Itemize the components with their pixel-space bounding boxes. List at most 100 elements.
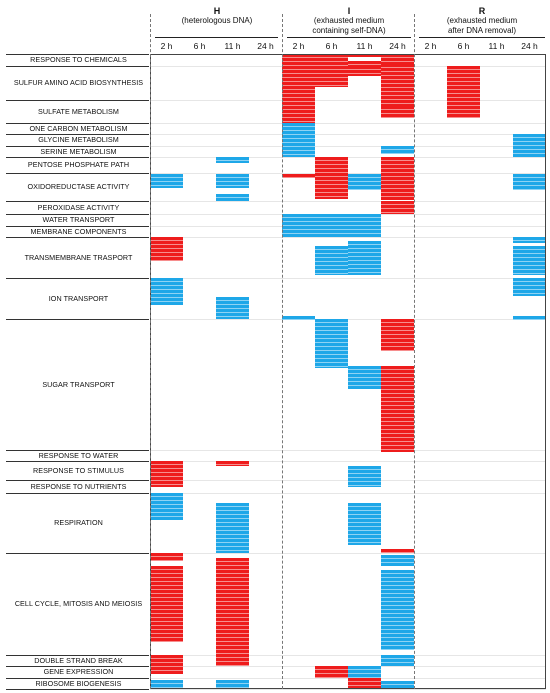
upregulated-cell (381, 319, 414, 351)
downregulated-cell (513, 174, 546, 190)
grid-row-line (150, 553, 546, 554)
category-label: SULFATE METABOLISM (38, 107, 119, 116)
upregulated-cell (381, 549, 414, 553)
row-separator (6, 66, 149, 67)
category-label: RESPONSE TO CHEMICALS (30, 55, 127, 64)
row-separator (6, 461, 149, 462)
time-label: 11 h (224, 41, 241, 51)
group-name: H (213, 6, 221, 16)
upregulated-cell (282, 174, 315, 178)
upregulated-cell (348, 66, 381, 76)
downregulated-cell (216, 680, 249, 689)
grid-row-line (150, 237, 546, 238)
time-label: 2 h (292, 41, 305, 51)
downregulated-cell (513, 237, 546, 243)
row-separator (6, 226, 149, 227)
upregulated-cell (216, 461, 249, 466)
downregulated-cell (216, 297, 249, 319)
group-description: (heterologous DNA) (181, 16, 253, 25)
category-label: PENTOSE PHOSPHATE PATH (27, 160, 130, 169)
downregulated-cell (348, 214, 381, 237)
row-separator (6, 553, 149, 554)
grid-frame (150, 54, 546, 689)
group-name: I (347, 6, 351, 16)
category-label: RIBOSOME BIOGENESIS (35, 679, 122, 688)
upregulated-cell (150, 655, 183, 674)
group-description: after DNA removal) (447, 26, 517, 35)
time-label: 6 h (457, 41, 470, 51)
row-separator (6, 689, 149, 690)
grid-row-line (150, 134, 546, 135)
group-underline (287, 37, 411, 38)
upregulated-cell (447, 66, 480, 118)
group-header-H: H (heterologous DNA) (152, 6, 282, 26)
time-label: 6 h (193, 41, 206, 51)
grid-row-line (150, 319, 546, 320)
grid-row-line (150, 450, 546, 451)
grid-row-line (150, 655, 546, 656)
downregulated-cell (513, 316, 546, 320)
group-description: containing self-DNA) (312, 26, 386, 35)
upregulated-cell (315, 666, 348, 678)
grid-row-line (150, 201, 546, 202)
upregulated-cell (216, 558, 249, 666)
group-separator (150, 14, 151, 689)
category-label: ION TRANSPORT (48, 294, 109, 303)
group-name: R (478, 6, 486, 16)
category-label: TRANSMEMBRANE TRASPORT (24, 253, 133, 262)
downregulated-cell (315, 319, 348, 368)
downregulated-cell (216, 174, 249, 188)
upregulated-cell (315, 54, 348, 66)
row-separator (6, 480, 149, 481)
downregulated-cell (150, 278, 183, 305)
grid-row-line (150, 123, 546, 124)
grid-row-line (150, 278, 546, 279)
group-separator (414, 14, 415, 689)
group-description: (exhausted medium (446, 16, 518, 25)
row-separator (6, 278, 149, 279)
category-label: GENE EXPRESSION (43, 667, 114, 676)
category-label: OXIDOREDUCTASE ACTIVITY (27, 182, 130, 191)
row-separator (6, 201, 149, 202)
row-separator (6, 678, 149, 679)
group-description: (exhausted medium (313, 16, 385, 25)
grid-row-line (150, 493, 546, 494)
category-label: ONE CARBON METABOLISM (29, 124, 128, 133)
upregulated-cell (150, 553, 183, 561)
group-header-I: I (exhausted medium containing self-DNA) (284, 6, 414, 36)
upregulated-cell (381, 201, 414, 214)
downregulated-cell (282, 316, 315, 320)
group-header-R: R (exhausted medium after DNA removal) (416, 6, 548, 36)
downregulated-cell (381, 681, 414, 689)
downregulated-cell (282, 214, 315, 237)
category-label: RESPIRATION (54, 518, 103, 527)
row-separator (6, 214, 149, 215)
group-underline (155, 37, 278, 38)
group-separator (282, 14, 283, 689)
downregulated-cell (315, 246, 348, 275)
downregulated-cell (216, 157, 249, 163)
row-separator (6, 134, 149, 135)
upregulated-cell (381, 366, 414, 452)
category-label: RESPONSE TO NUTRIENTS (30, 482, 127, 491)
downregulated-cell (381, 655, 414, 666)
time-label: 24 h (521, 41, 538, 51)
time-label: 24 h (257, 41, 274, 51)
downregulated-cell (348, 503, 381, 545)
category-label: WATER TRANSPORT (42, 215, 115, 224)
row-separator (6, 666, 149, 667)
grid-row-line (150, 157, 546, 158)
downregulated-cell (348, 666, 381, 678)
upregulated-cell (348, 678, 381, 689)
time-label: 6 h (325, 41, 338, 51)
group-underline (419, 37, 545, 38)
downregulated-cell (150, 493, 183, 520)
row-separator (6, 146, 149, 147)
downregulated-cell (216, 503, 249, 553)
downregulated-cell (150, 680, 183, 689)
downregulated-cell (348, 466, 381, 487)
downregulated-cell (348, 174, 381, 190)
category-label: PEROXIDASE ACTIVITY (37, 203, 120, 212)
row-separator (6, 100, 149, 101)
